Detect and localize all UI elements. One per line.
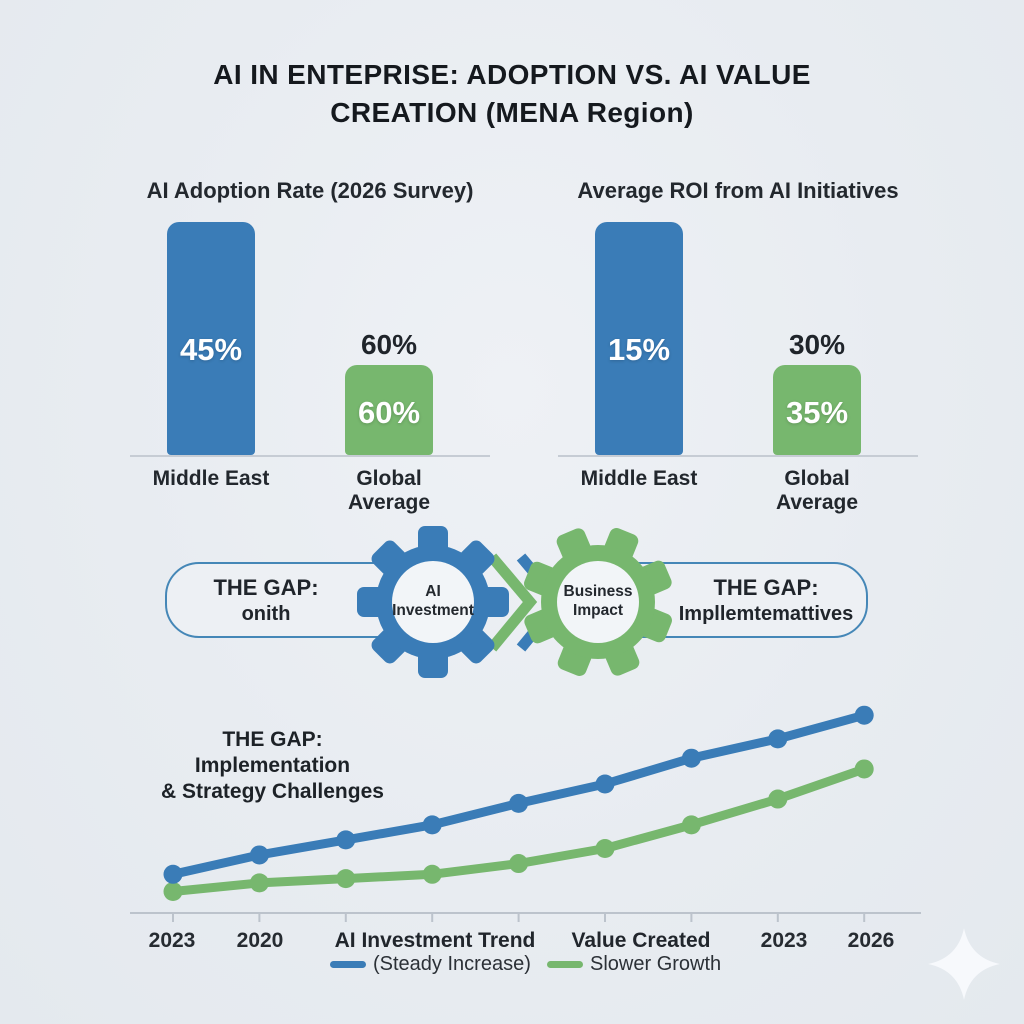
bar-chart-roi-title: Average ROI from AI Initiatives (577, 178, 899, 203)
line-chart-svg (130, 705, 921, 922)
legend-item-investment: (Steady Increase) (330, 953, 531, 976)
gears-graphic (357, 526, 672, 678)
roi-bar-global-average: 35% (773, 365, 861, 455)
legend-subtitle-value-created: Slower Growth (590, 953, 722, 975)
roi-bar-middle-east: 15% (595, 222, 683, 455)
gap-left-line2: onith (241, 602, 291, 625)
legend-subtitle-investment: (Steady Increase) (373, 953, 531, 975)
gear-blue-icon (357, 526, 509, 678)
roi-label-middle-east: Middle East (580, 467, 698, 490)
x-tick-label-2026: 2026 (847, 929, 895, 952)
x-tick-label-2020: 2020 (236, 929, 284, 952)
gear-green-label: Business Impact (543, 582, 653, 620)
roi-global-above-value: 30% (788, 329, 846, 360)
roi-middle-east-value: 15% (607, 332, 671, 367)
gear-green-label-line2: Impact (573, 602, 623, 619)
adoption-label-global-average: Global Average (347, 467, 431, 514)
annotation-line1: THE GAP: Implementation (194, 728, 351, 777)
page-title-line2: CREATION (MENA Region) (330, 97, 694, 128)
gap-left-line1: THE GAP: (213, 574, 319, 600)
gear-green-inner-circle (557, 561, 639, 643)
sparkle-icon (928, 928, 1000, 1000)
legend-swatch-blue-icon (330, 961, 366, 968)
gear-green-label-line1: Business (563, 583, 633, 600)
legend-swatch-green-icon (547, 961, 583, 968)
adoption-bar-global-average: 60% (345, 365, 433, 455)
legend-item-value-created: Slower Growth (547, 953, 721, 976)
adoption-global-above-value: 60% (360, 329, 418, 360)
line-chart-annotation: THE GAP: Implementation & Strategy Chall… (150, 727, 395, 805)
bar-chart-roi: Average ROI from AI Initiatives 15% 30% … (558, 170, 918, 514)
adoption-bar-middle-east: 45% (167, 222, 255, 455)
gap-right-line1: THE GAP: (713, 574, 819, 600)
bar-chart-adoption: AI Adoption Rate (2026 Survey) 45% 60% 6… (130, 170, 490, 514)
x-tick-label-2023b: 2023 (760, 929, 808, 952)
gear-blue-label-line2: Investment (392, 602, 474, 619)
page-title-line1: AI IN ENTEPRISE: ADOPTION VS. AI VALUE (213, 59, 811, 90)
adoption-axis-baseline (130, 455, 490, 457)
annotation-line2: & Strategy Challenges (161, 780, 384, 803)
adoption-global-value: 60% (357, 395, 421, 430)
adoption-label-middle-east: Middle East (152, 467, 270, 490)
bar-chart-adoption-title: AI Adoption Rate (2026 Survey) (146, 178, 474, 203)
gear-blue-label: AI Investment (378, 582, 488, 620)
gear-blue-inner-circle (392, 561, 474, 643)
gear-green-icon (524, 528, 672, 676)
adoption-middle-east-value: 45% (179, 332, 243, 367)
roi-global-value: 35% (785, 395, 849, 430)
x-tick-label-2023a: 2023 (148, 929, 196, 952)
gap-right-line2: Impllemtemattives (678, 602, 854, 625)
roi-axis-baseline (558, 455, 918, 457)
legend-title-investment: AI Investment Trend (334, 929, 536, 952)
sparkle-shape (928, 928, 1000, 1000)
page-title: AI IN ENTEPRISE: ADOPTION VS. AI VALUE C… (0, 56, 1024, 132)
chevron-green-icon (487, 553, 538, 652)
legend-title-value-created: Value Created (571, 929, 711, 952)
gear-blue-label-line1: AI (425, 583, 441, 600)
roi-label-global-average: Global Average (775, 467, 859, 514)
